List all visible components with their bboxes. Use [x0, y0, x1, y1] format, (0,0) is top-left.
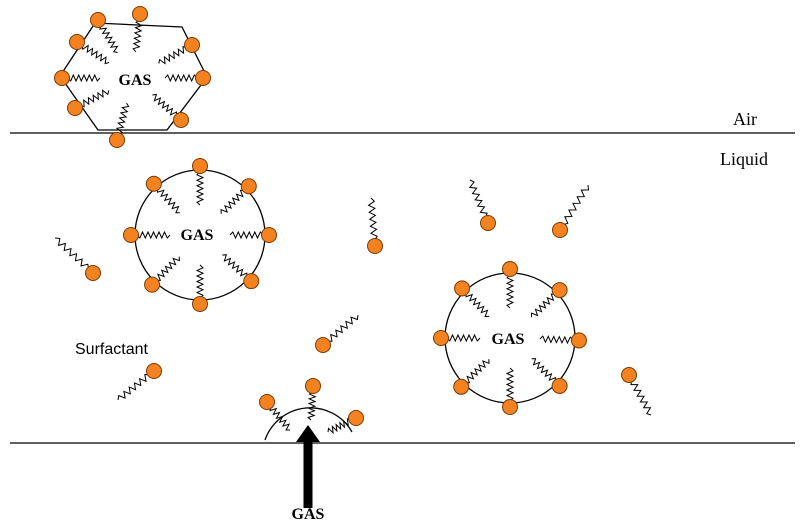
surfactant-head	[145, 277, 160, 292]
surfactant-head	[553, 223, 568, 238]
surfactant-head	[174, 113, 189, 128]
surfactant-head	[262, 228, 277, 243]
surfactant-head	[306, 379, 321, 394]
surfactant-head	[146, 176, 161, 191]
surfactant-tail	[222, 255, 247, 278]
surfactant-head	[552, 283, 567, 298]
surfactant-tail	[532, 359, 556, 382]
surfactant-tail	[328, 315, 358, 341]
surfactant-head	[241, 179, 256, 194]
liquid-label: Liquid	[720, 149, 768, 169]
surfactant-tail	[532, 294, 556, 317]
surfactant-tail	[152, 95, 176, 117]
surfactant-head	[622, 368, 637, 383]
surfactant-tail	[447, 335, 480, 341]
surfactant-head	[503, 400, 518, 415]
surfactant-tail	[197, 265, 203, 298]
surfactant-head	[481, 216, 496, 231]
gas-label: GAS	[119, 72, 152, 89]
surfactant-tail	[118, 375, 149, 401]
surfactant-head	[196, 71, 211, 86]
surfactant-head	[185, 38, 200, 53]
surfactant-label: Surfactant	[75, 341, 148, 358]
surfactant-tail	[540, 336, 573, 343]
surfactant-tail	[470, 180, 487, 218]
surfactant-tail	[230, 232, 263, 238]
surfactant-head	[124, 228, 139, 243]
surfactant-head	[193, 159, 208, 174]
surfactant-tail	[137, 232, 170, 238]
surfactant-tail	[80, 90, 109, 106]
diagram: Air Liquid Surfactant GAS GAS GAS GAS	[0, 0, 801, 523]
surfactant-tail	[466, 359, 490, 383]
surfactant-head	[55, 71, 70, 86]
surfactant-tail	[221, 190, 245, 214]
surfactant-tail	[197, 172, 203, 205]
surfactant-head	[455, 281, 470, 296]
surfactant-head	[193, 297, 208, 312]
surfactant-head	[86, 266, 101, 281]
surfactant-tail	[507, 368, 513, 401]
surfactant-tail	[563, 185, 588, 225]
arrow-head	[296, 425, 320, 442]
gas-label: GAS	[181, 227, 214, 244]
gas-label: GAS	[292, 506, 325, 523]
surfactant-head	[244, 274, 259, 289]
surfactant-tail	[159, 47, 187, 64]
surfactant-head	[316, 338, 331, 353]
surfactant-head	[349, 411, 364, 426]
surfactant-head	[68, 101, 83, 116]
gas-label: GAS	[492, 331, 525, 348]
surfactant-head	[133, 7, 148, 22]
surfactant-tail	[68, 75, 100, 81]
surfactant-head	[70, 35, 85, 50]
surfactant-tail	[82, 45, 109, 63]
surfactant-head	[368, 239, 383, 254]
air-label: Air	[733, 109, 757, 129]
surfactants	[55, 7, 652, 433]
surfactant-tail	[308, 392, 315, 420]
surfactant-head	[260, 395, 275, 410]
surfactant-tail	[100, 25, 118, 52]
surfactant-tail	[55, 238, 89, 269]
surfactant-head	[552, 378, 567, 393]
surfactant-head	[503, 262, 518, 277]
surfactant-head	[434, 331, 449, 346]
surfactant-tail	[165, 75, 197, 81]
surfactant-tail	[466, 293, 489, 317]
surfactant-tail	[158, 188, 180, 213]
surfactant-head	[571, 333, 586, 348]
surfactant-tail	[507, 275, 513, 308]
surfactant-tail	[156, 257, 179, 281]
surfactant-tail	[369, 198, 378, 240]
surfactant-head	[91, 13, 106, 28]
surfactant-head	[454, 379, 469, 394]
surfactant-head	[147, 364, 162, 379]
surfactant-head	[110, 133, 125, 148]
surfactant-tail	[631, 380, 651, 415]
